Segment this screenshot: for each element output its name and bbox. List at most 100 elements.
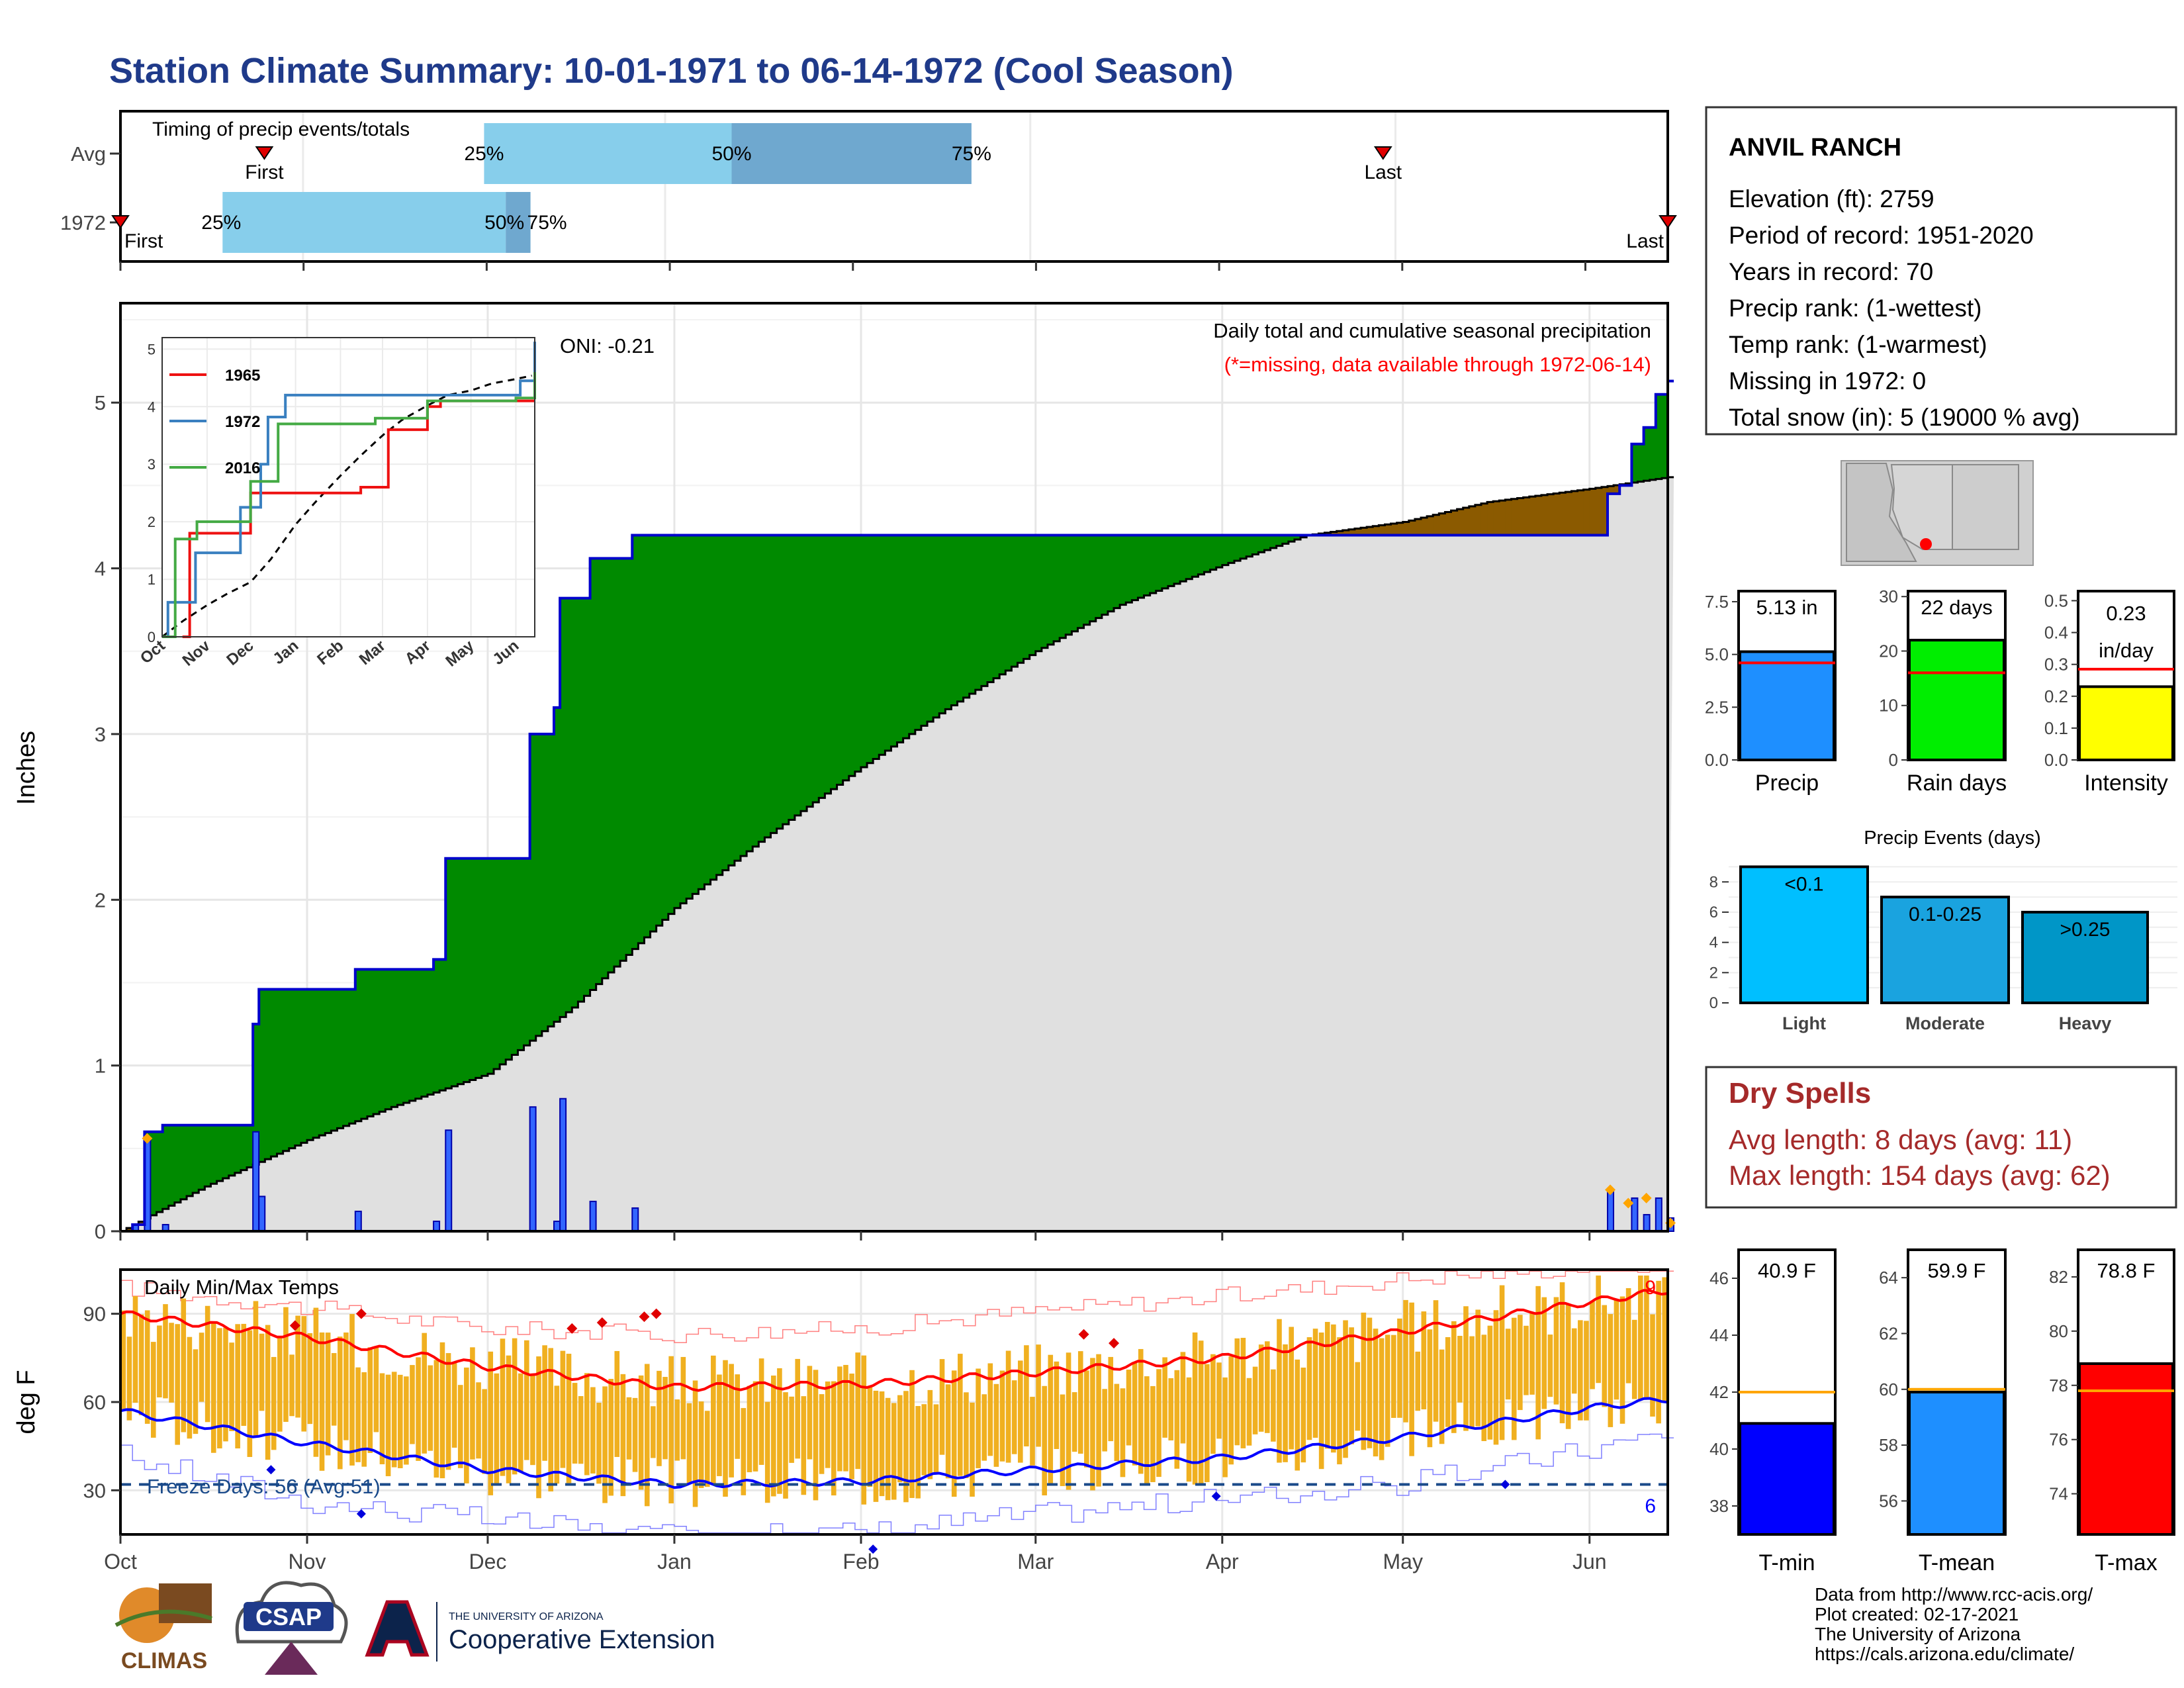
surplus-area: [909, 535, 916, 734]
surplus-area: [277, 989, 284, 1154]
daily-temp-bar: [307, 1333, 313, 1425]
record-low-marker: [356, 1509, 366, 1519]
credit-line: https://cals.arizona.edu/climate/: [1815, 1644, 2074, 1664]
daily-temp-bar: [632, 1397, 638, 1472]
surplus-area: [842, 535, 850, 780]
surplus-area: [999, 535, 1006, 675]
inset-y-tick-label: 4: [148, 399, 156, 415]
season-value-bar: [2078, 685, 2174, 761]
season-y-tick-label: 2.5: [1705, 697, 1729, 717]
deficit-area: [1547, 494, 1554, 536]
daily-temp-bar: [524, 1340, 529, 1460]
daily-temp-bar: [945, 1384, 951, 1479]
surplus-area: [993, 535, 1000, 679]
daily-temp-bar: [1373, 1329, 1379, 1457]
precip-y-tick-label: 5: [95, 391, 106, 414]
daily-temp-bar: [813, 1370, 819, 1501]
daily-temp-bar: [758, 1358, 764, 1465]
daily-temp-bar: [1421, 1311, 1427, 1410]
record-high-marker: [355, 1308, 367, 1319]
surplus-area: [180, 1125, 187, 1199]
daily-temp-bar: [1066, 1352, 1071, 1490]
surplus-area: [313, 989, 320, 1138]
timing-event-marker: [111, 215, 130, 229]
timing-avg-label: Last: [1364, 162, 1402, 183]
daily-temp-bar: [1289, 1327, 1294, 1450]
record-high-marker: [567, 1323, 578, 1334]
surplus-area: [915, 535, 922, 730]
month-axis-label: Jun: [1572, 1550, 1607, 1573]
climas-logo-text: CLIMAS: [121, 1648, 207, 1673]
surplus-area: [602, 558, 609, 978]
daily-temp-bar: [602, 1386, 608, 1503]
snow-marker: [1605, 1184, 1616, 1196]
surplus-area: [379, 969, 386, 1112]
deficit-area: [1505, 499, 1512, 536]
daily-temp-bar: [915, 1405, 921, 1499]
deficit-area: [1463, 508, 1470, 536]
surplus-area: [216, 1125, 224, 1182]
daily-temp-bar: [1433, 1300, 1439, 1422]
credits: Data from http://www.rcc-acis.org/Plot c…: [1815, 1584, 2093, 1664]
daily-precip-bar: [433, 1220, 441, 1232]
surplus-area: [1150, 535, 1157, 593]
inset-y-tick-label: 2: [148, 514, 156, 530]
inset-legend-label: 1965: [225, 367, 260, 385]
surplus-area: [1138, 535, 1145, 598]
daily-temp-bar: [1318, 1332, 1324, 1470]
daily-temp-bar: [1349, 1327, 1354, 1444]
surplus-area: [1240, 535, 1247, 559]
deficit-area: [138, 1221, 145, 1225]
daily-temp-bar: [1505, 1329, 1511, 1400]
surplus-area: [1174, 535, 1181, 584]
daily-temp-bar: [157, 1325, 162, 1398]
surplus-area: [187, 1125, 193, 1196]
daily-temp-bar: [470, 1347, 475, 1460]
daily-temp-bar: [482, 1389, 487, 1474]
daily-temp-bar: [1108, 1356, 1114, 1442]
timing-avg-label: 25%: [464, 143, 504, 165]
surplus-area: [831, 535, 838, 790]
daily-precip-bar: [1607, 1189, 1615, 1233]
station-location-dot: [1920, 538, 1932, 550]
surplus-area: [620, 558, 627, 961]
surplus-area: [1144, 535, 1151, 596]
timing-year-label: First: [124, 230, 163, 252]
daily-temp-bar: [1324, 1321, 1330, 1449]
daily-temp-bar: [1258, 1344, 1264, 1432]
season-y-tick-label: 0.5: [2044, 590, 2068, 610]
daily-temp-bar: [1463, 1306, 1469, 1431]
inset-series-1965: [182, 399, 535, 638]
surplus-area: [825, 535, 832, 794]
surplus-area: [794, 535, 801, 816]
surplus-area: [698, 535, 705, 890]
daily-temp-bar: [1071, 1392, 1077, 1452]
daily-temp-bar: [193, 1349, 199, 1434]
daily-temp-bar: [1084, 1370, 1089, 1468]
daily-temp-bar: [1475, 1309, 1480, 1427]
daily-temp-bar: [199, 1333, 205, 1402]
surplus-area: [1167, 535, 1175, 586]
surplus-area: [572, 598, 578, 1008]
daily-temp-bar: [1011, 1380, 1017, 1454]
surplus-area: [391, 969, 398, 1107]
surplus-area: [752, 535, 759, 847]
surplus-area: [1252, 535, 1259, 555]
daily-temp-bar: [987, 1363, 993, 1456]
surplus-area: [289, 989, 296, 1149]
temp-value-label: 59.9 F: [1928, 1259, 1986, 1282]
daily-precip-bar: [631, 1207, 639, 1232]
surplus-area: [860, 535, 868, 767]
credit-line: Plot created: 02-17-2021: [1815, 1604, 2019, 1624]
daily-temp-bar: [1222, 1377, 1228, 1477]
surplus-area: [939, 535, 946, 714]
daily-temp-bar: [717, 1374, 722, 1476]
month-axis-label: Feb: [842, 1550, 879, 1573]
deficit-area: [1439, 513, 1446, 536]
month-axis-label: May: [1383, 1550, 1422, 1573]
snow-marker: [142, 1133, 153, 1144]
daily-temp-bar: [1409, 1302, 1414, 1456]
surplus-area: [1649, 427, 1657, 480]
season-y-tick-label: 0.3: [2044, 655, 2068, 675]
daily-temp-bar: [1379, 1338, 1385, 1460]
